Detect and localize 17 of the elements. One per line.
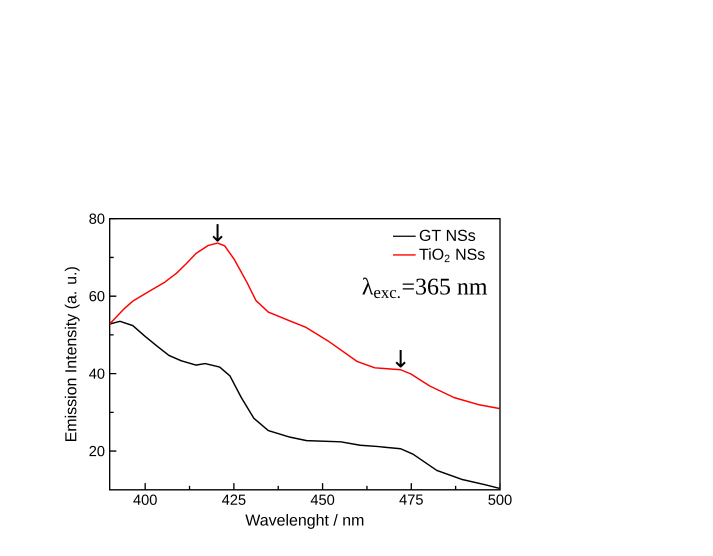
y-axis-title: Emission Intensity (a. u.) <box>64 267 80 442</box>
line-series <box>110 242 500 410</box>
x-tick-label: 450 <box>310 494 334 505</box>
legend-label: TiO$_{2}$ NSs <box>419 248 485 262</box>
y-tick-label: 60 <box>89 290 104 302</box>
x-tick-label: 425 <box>222 494 246 505</box>
annotation: ↓ <box>212 224 223 242</box>
annotation: λ$_{exc.}$=365 nm <box>362 278 488 298</box>
x-axis-title: Wavelenght / nm <box>245 514 364 529</box>
x-tick-label: 400 <box>133 494 157 505</box>
y-tick-label: 80 <box>89 214 104 224</box>
legend-label: GT NSs <box>420 230 476 241</box>
x-tick-label: 500 <box>488 494 512 505</box>
annotation: ↓ <box>396 350 406 368</box>
y-tick-label: 20 <box>89 446 104 456</box>
y-tick-label: 40 <box>89 368 104 379</box>
x-tick-label: 475 <box>399 494 423 505</box>
